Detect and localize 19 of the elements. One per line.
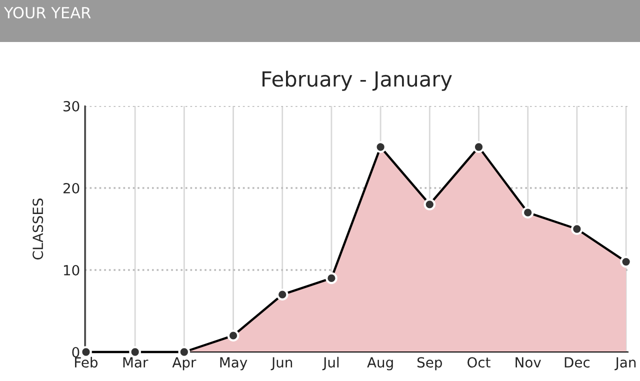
y-tick-label: 10: [64, 264, 80, 276]
y-axis-title: CLASSES: [32, 198, 44, 260]
y-tick-label: 30: [64, 100, 80, 112]
text: YOUR YEAR: [4, 6, 91, 18]
y-tick-label: 0: [72, 346, 80, 358]
x-tick-label: Apr: [172, 357, 196, 370]
x-tick-label: Mar: [123, 357, 148, 368]
x-tick-label: Dec: [564, 357, 590, 368]
x-tick-label: Feb: [75, 356, 98, 368]
x-tick-label: Jul: [322, 356, 339, 370]
x-tick-label: May: [220, 357, 248, 370]
x-tick-label: Jun: [270, 357, 292, 370]
x-tick-label: Nov: [516, 357, 541, 368]
x-tick-label: Oct: [468, 357, 490, 368]
x-tick-label: Sep: [417, 357, 442, 370]
y-tick-label: 20: [63, 182, 80, 194]
chart-title: February - January: [262, 70, 452, 91]
x-tick-label: Jan: [614, 357, 636, 370]
x-tick-label: Aug: [367, 357, 393, 370]
